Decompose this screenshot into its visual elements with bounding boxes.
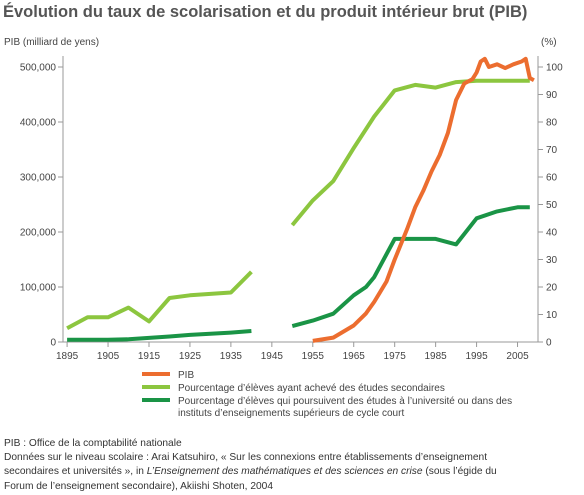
legend-label-pib: PIB [178,370,194,381]
source-education-line: Données sur le niveau scolaire : Arai Ka… [4,452,488,464]
x-tick-label: 1925 [179,351,202,362]
right-tick-label: 80 [546,118,558,129]
right-tick-label: 0 [546,338,552,349]
x-tick-label: 1905 [97,351,120,362]
left-tick-label: 300,000 [20,173,57,184]
source-book-title: L’Enseignement des mathématiques et des … [146,466,423,478]
x-tick-label: 1995 [465,351,488,362]
series-line-superieur-segment-1 [67,329,252,342]
legend-label-superieur-2: instituts d’enseignements supérieurs de … [178,408,404,419]
right-tick-label: 70 [546,145,558,156]
left-tick-label: 500,000 [20,63,57,74]
right-tick-label: 60 [546,173,558,184]
x-tick-label: 1945 [261,351,284,362]
legend: PIB Pourcentage d’élèves ayant achevé de… [142,370,512,419]
x-tick-label: 1955 [302,351,325,362]
series-line-superieur-segment-2 [291,205,530,329]
series-line-secondaire-segment-1 [66,270,253,331]
left-axis-title: PIB (milliard de yens) [4,37,99,48]
x-tick-label: 1975 [384,351,407,362]
left-tick-label: 400,000 [20,118,57,129]
axes: PIB (milliard de yens) (%) [4,37,557,343]
left-tick-label: 100,000 [20,283,57,294]
x-tick-label: 1895 [56,351,79,362]
x-tick-label: 1935 [220,351,243,362]
legend-label-superieur-1: Pourcentage d’élèves qui poursuivent des… [178,396,512,407]
source-text-a: secondaires et universités », in [4,466,147,478]
right-tick-label: 10 [546,310,558,321]
series-line-secondaire-segment-2 [290,78,530,227]
source-pib: PIB : Office de la comptabilité national… [4,438,182,449]
series [66,56,535,343]
sources-note: PIB : Office de la comptabilité national… [4,437,582,494]
source-text-c: (sous l’égide du [422,466,497,478]
right-tick-label: 20 [546,283,558,294]
source-publisher: Forum de l’enseignement secondaire), Aki… [4,480,273,492]
left-tick-label: 0 [50,338,56,349]
source-education-continued: secondaires et universités », in L’Ensei… [4,465,582,479]
x-tick-label: 1915 [138,351,161,362]
left-tick-label: 200,000 [20,228,57,239]
right-tick-label: 30 [546,255,558,266]
right-tick-label: 90 [546,90,558,101]
series-line-pib-segment-1 [312,56,535,343]
x-tick-label: 2005 [506,351,529,362]
x-tick-label: 1985 [425,351,448,362]
right-tick-label: 100 [546,63,563,74]
legend-label-secondaire: Pourcentage d’élèves ayant achevé des ét… [178,383,445,394]
right-tick-label: 50 [546,200,558,211]
right-axis-title: (%) [541,37,557,48]
right-tick-label: 40 [546,228,558,239]
x-tick-label: 1965 [343,351,366,362]
ticks: 0 100,000 200,000 300,000 400,000 500,000 0 10 2… [20,63,563,363]
chart-title: Évolution du taux de scolarisation et du… [3,3,528,21]
chart-area: PIB (milliard de yens) (%) 0 100,000 200,0… [4,37,563,419]
